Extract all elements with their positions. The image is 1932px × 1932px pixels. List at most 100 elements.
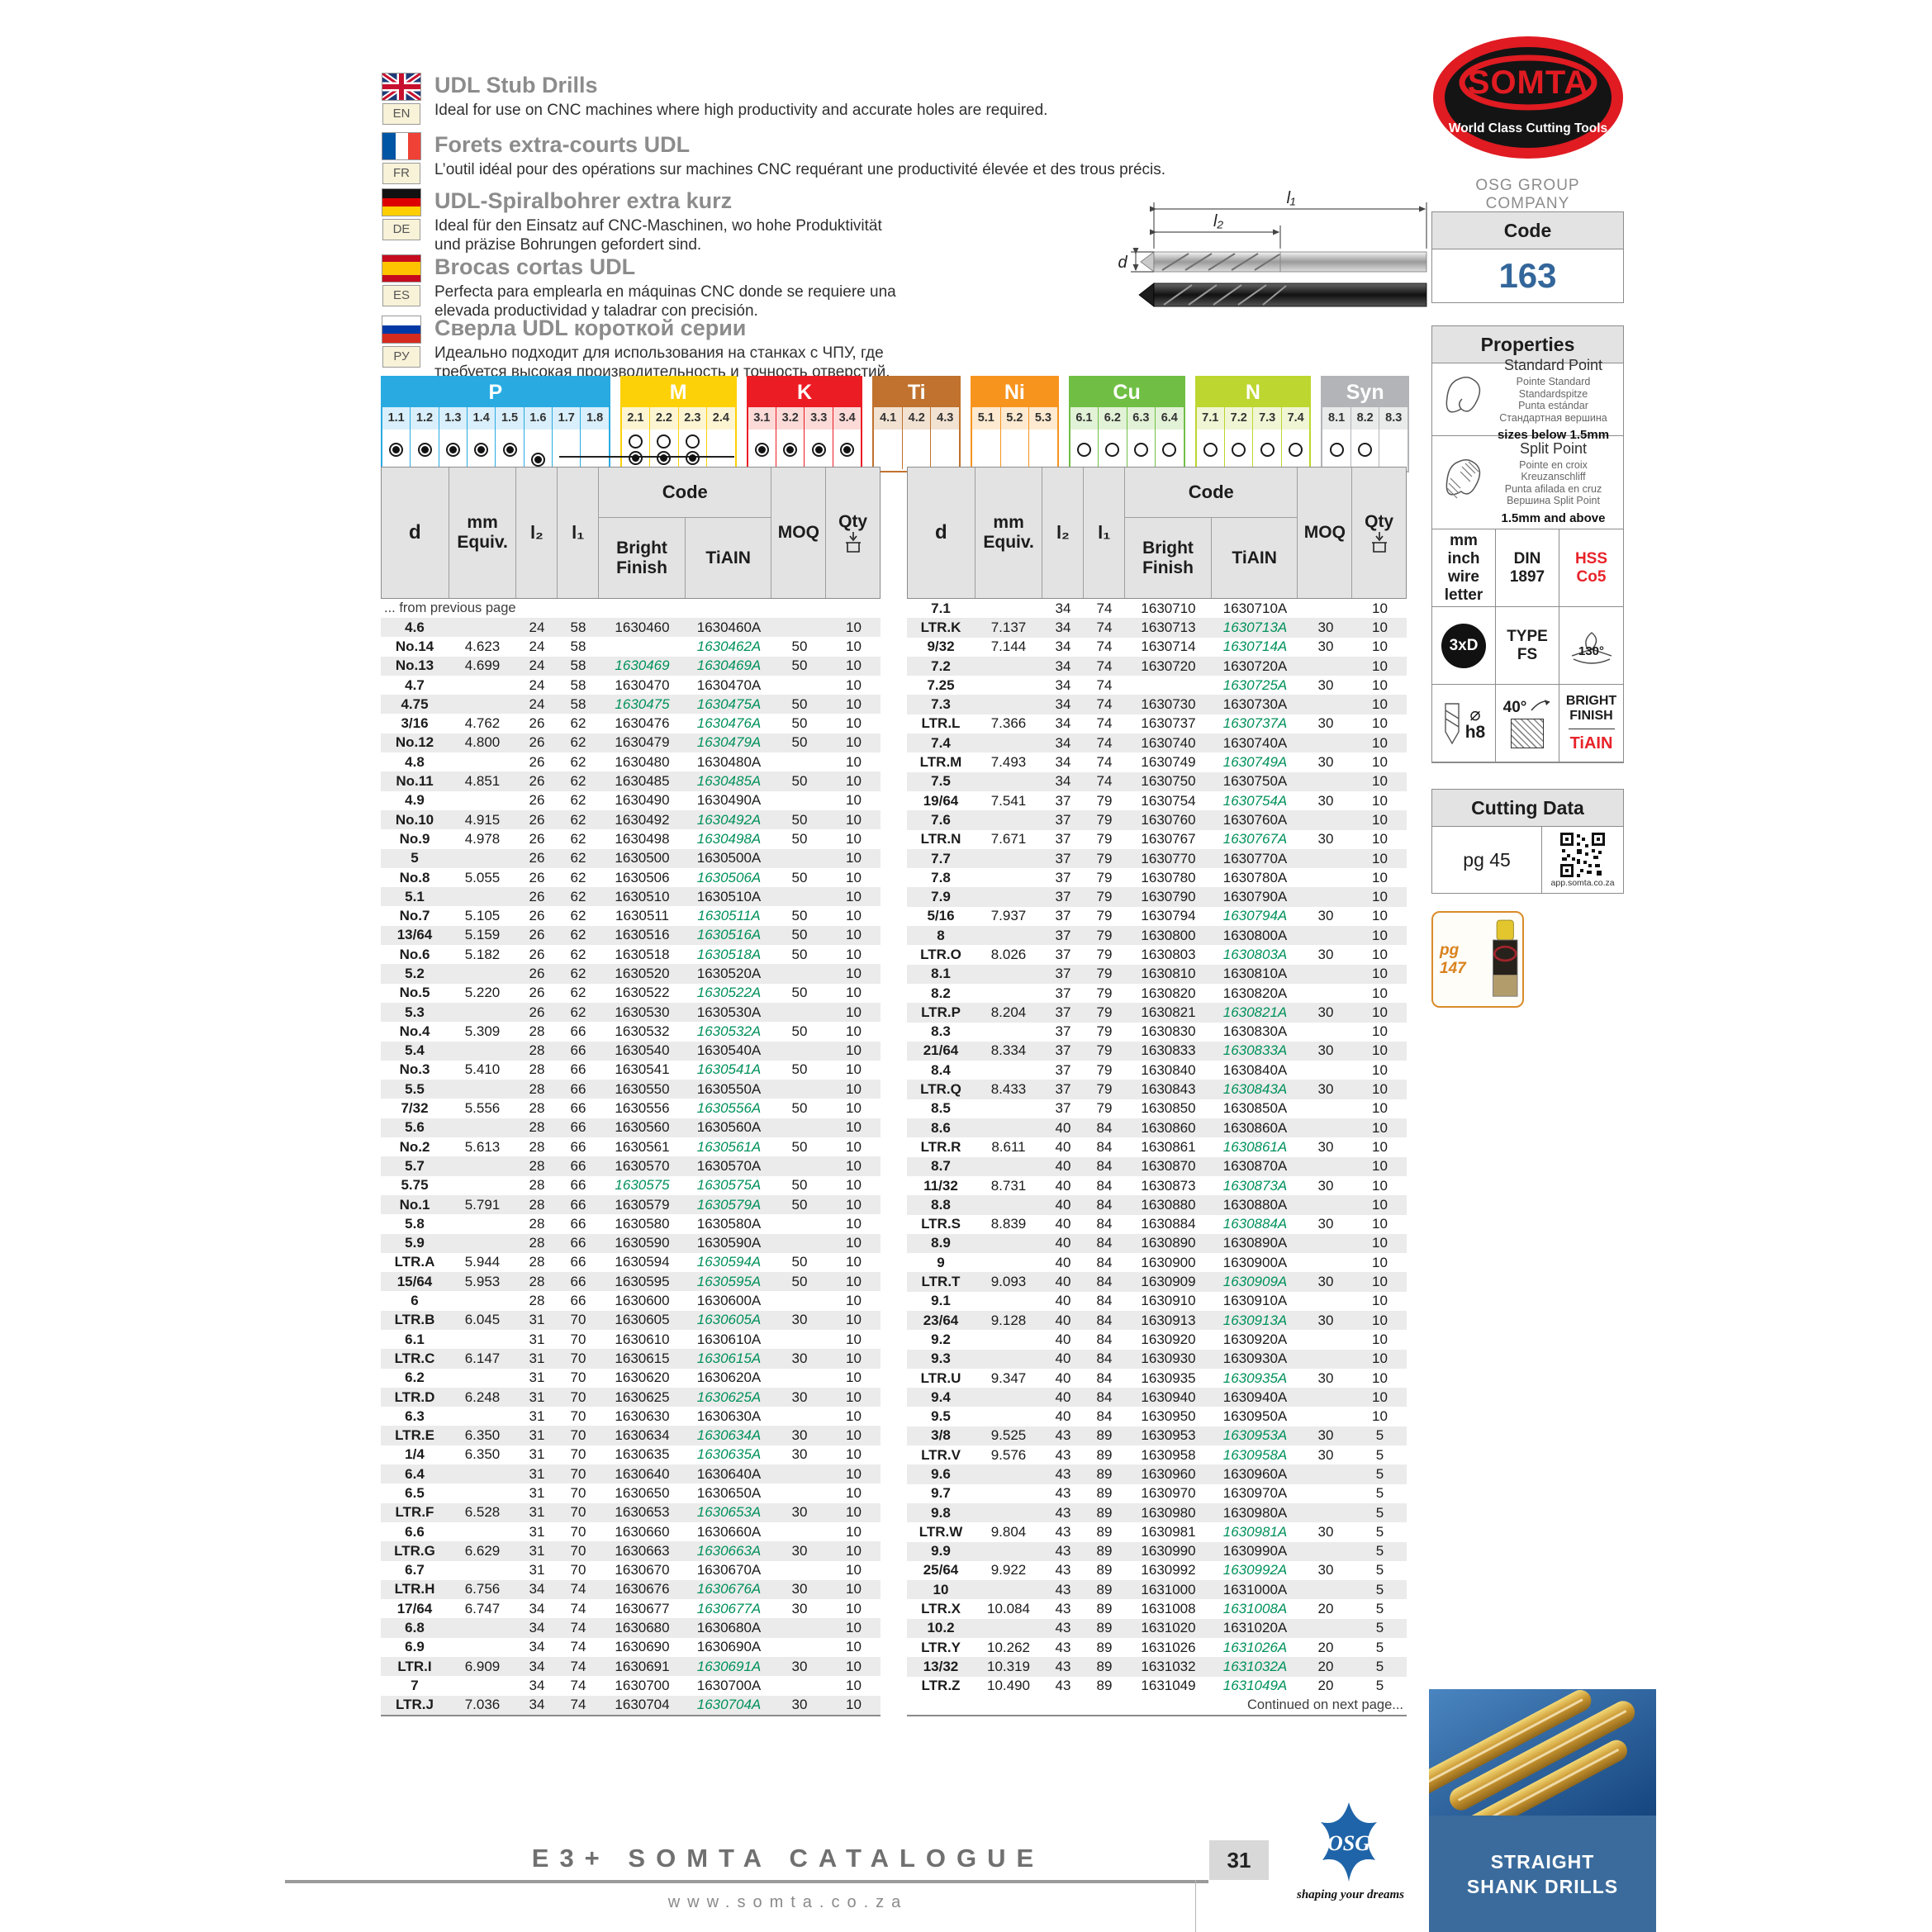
type-fs-cell: TYPE FS — [1496, 607, 1559, 685]
table-row: 23/64 9.128 40 84 1630913 1630913A 30 10 — [907, 1310, 1407, 1331]
cell-l2: 28 — [529, 1023, 545, 1039]
table-row: 5.4 28 66 1630540 1630540A 10 — [381, 1041, 881, 1061]
material-subgroup-label: 1.1 — [382, 407, 411, 430]
suitability-cell — [1280, 430, 1309, 469]
cell-d: 4.7 — [405, 676, 425, 693]
cell-l2: 31 — [529, 1465, 545, 1482]
table-row: 5 26 62 1630500 1630500A 10 — [381, 848, 881, 868]
somta-logo: SOMTA World Class Cutting Tools — [1433, 36, 1623, 159]
cell-d: 5.3 — [405, 1004, 425, 1020]
cell-tiain: 1630663A — [696, 1542, 762, 1559]
cell-l1: 66 — [570, 1177, 586, 1194]
table-row: LTR.G 6.629 31 70 1630663 1630663A 30 10 — [381, 1541, 881, 1561]
drill-size-table-left: d mm Equiv. l₂ l₁ Code Bright Finish TiA… — [381, 467, 881, 1716]
cell-tiain: 1630821A — [1222, 1004, 1288, 1020]
cell-d: LTR.H — [394, 1581, 435, 1597]
cell-tiain: 1630843A — [1222, 1081, 1288, 1098]
cell-d: No.3 — [399, 1061, 430, 1078]
cell-l1: 74 — [570, 1581, 586, 1597]
cell-tiain: 1630680A — [696, 1620, 762, 1636]
cell-l1: 70 — [570, 1350, 586, 1366]
cell-moq: 30 — [1317, 1216, 1334, 1232]
russia-flag-icon — [382, 316, 421, 344]
cell-tiain: 1630522A — [696, 985, 762, 1001]
table-row: 7.1 34 74 1630710 1630710A 10 — [907, 599, 1407, 618]
cell-qty: 10 — [846, 1138, 862, 1155]
cell-l2: 31 — [529, 1388, 545, 1405]
cell-mm: 5.105 — [464, 908, 501, 924]
cell-moq: 50 — [791, 1061, 808, 1078]
cell-mm: 9.347 — [990, 1369, 1027, 1386]
table-row: No.4 5.309 28 66 1630532 1630532A 50 10 — [381, 1022, 881, 1041]
cell-l2: 37 — [1055, 889, 1071, 905]
table-row: 8.1 37 79 1630810 1630810A 10 — [907, 964, 1407, 984]
cell-d: LTR.U — [920, 1369, 961, 1386]
qty-box-icon — [845, 532, 861, 553]
cell-l1: 84 — [1096, 1254, 1113, 1270]
cell-qty: 10 — [1372, 889, 1388, 905]
table-row: 7/32 5.556 28 66 1630556 1630556A 50 10 — [381, 1099, 881, 1118]
suitability-cell — [1098, 430, 1126, 469]
cell-bright: 1630663 — [615, 1542, 670, 1559]
cell-l1: 89 — [1096, 1678, 1113, 1694]
open-dot-icon — [1133, 442, 1148, 457]
col-header-moq: MOQ — [1298, 468, 1353, 598]
cell-bright: 1630653 — [615, 1504, 670, 1521]
cell-d: 6.3 — [405, 1407, 425, 1424]
cutting-fluid-can-image — [1493, 919, 1518, 997]
cell-tiain: 1630861A — [1222, 1138, 1288, 1155]
cell-moq: 30 — [791, 1350, 808, 1366]
cell-tiain: 1630540A — [696, 1042, 762, 1059]
helix-angle-label: 40° — [1502, 698, 1527, 716]
cell-moq: 30 — [1317, 908, 1334, 924]
material-subgroup-label: 2.2 — [649, 407, 678, 430]
cell-l1: 66 — [570, 1215, 586, 1232]
qr-code-cell: app.somta.co.za — [1542, 827, 1623, 893]
cell-d: LTR.F — [395, 1504, 434, 1521]
cell-bright: 1630640 — [615, 1465, 670, 1482]
suitability-cell — [999, 430, 1029, 469]
cell-d: 4.9 — [405, 792, 425, 809]
cell-tiain: 1630580A — [696, 1215, 762, 1232]
cell-tiain: 1630691A — [696, 1658, 762, 1674]
cell-d: No.12 — [395, 734, 434, 751]
cell-l1: 70 — [570, 1312, 586, 1328]
table-row: 3/8 9.525 43 89 1630953 1630953A 30 5 — [907, 1426, 1407, 1446]
cell-l1: 89 — [1096, 1504, 1113, 1521]
cell-d: 9.9 — [931, 1543, 951, 1559]
cell-l2: 28 — [529, 1138, 545, 1155]
tiain-label: TiAIN — [1569, 734, 1613, 752]
cell-l1: 74 — [1096, 754, 1113, 771]
cell-l2: 28 — [529, 1061, 545, 1078]
cell-d: No.2 — [399, 1138, 430, 1155]
cell-qty: 5 — [1375, 1504, 1384, 1521]
cell-l2: 37 — [1055, 1042, 1071, 1059]
cell-l2: 43 — [1055, 1581, 1071, 1597]
cell-bright: 1630850 — [1141, 1100, 1196, 1117]
cell-qty: 10 — [846, 1331, 862, 1347]
straight-shank-drills-panel: STRAIGHT SHANK DRILLS — [1429, 1816, 1656, 1932]
material-group-p: P 1.1 1.2 1.3 1.4 1.5 1.6 1.7 1.8 — [381, 376, 610, 472]
table-row: 8.6 40 84 1630860 1630860A 10 — [907, 1118, 1407, 1138]
table-row: 21/64 8.334 37 79 1630833 1630833A 30 10 — [907, 1041, 1407, 1061]
cell-d: LTR.R — [920, 1138, 961, 1155]
cell-bright: 1630992 — [1141, 1562, 1196, 1578]
cell-bright: 1630843 — [1141, 1081, 1196, 1098]
cell-l1: 89 — [1096, 1485, 1113, 1502]
cell-l2: 34 — [1055, 676, 1071, 693]
table-header: d mm Equiv. l₂ l₁ Code Bright Finish TiA… — [907, 467, 1407, 599]
cell-tiain: 1630510A — [696, 888, 762, 904]
cell-bright: 1630610 — [615, 1331, 670, 1347]
cell-l1: 79 — [1096, 811, 1113, 828]
table-row: 9.6 43 89 1630960 1630960A 5 — [907, 1464, 1407, 1484]
cell-l2: 31 — [529, 1504, 545, 1521]
cell-bright: 1630920 — [1141, 1331, 1196, 1347]
cell-tiain: 1630833A — [1222, 1042, 1288, 1059]
cell-d: No.5 — [399, 985, 430, 1001]
cell-l2: 26 — [529, 946, 545, 962]
table-row: LTR.L 7.366 34 74 1630737 1630737A 30 10 — [907, 714, 1407, 733]
cell-qty: 10 — [846, 850, 862, 866]
cell-bright: 1630615 — [615, 1350, 670, 1366]
cell-mm: 7.144 — [990, 638, 1027, 655]
cell-l2: 37 — [1055, 831, 1071, 847]
